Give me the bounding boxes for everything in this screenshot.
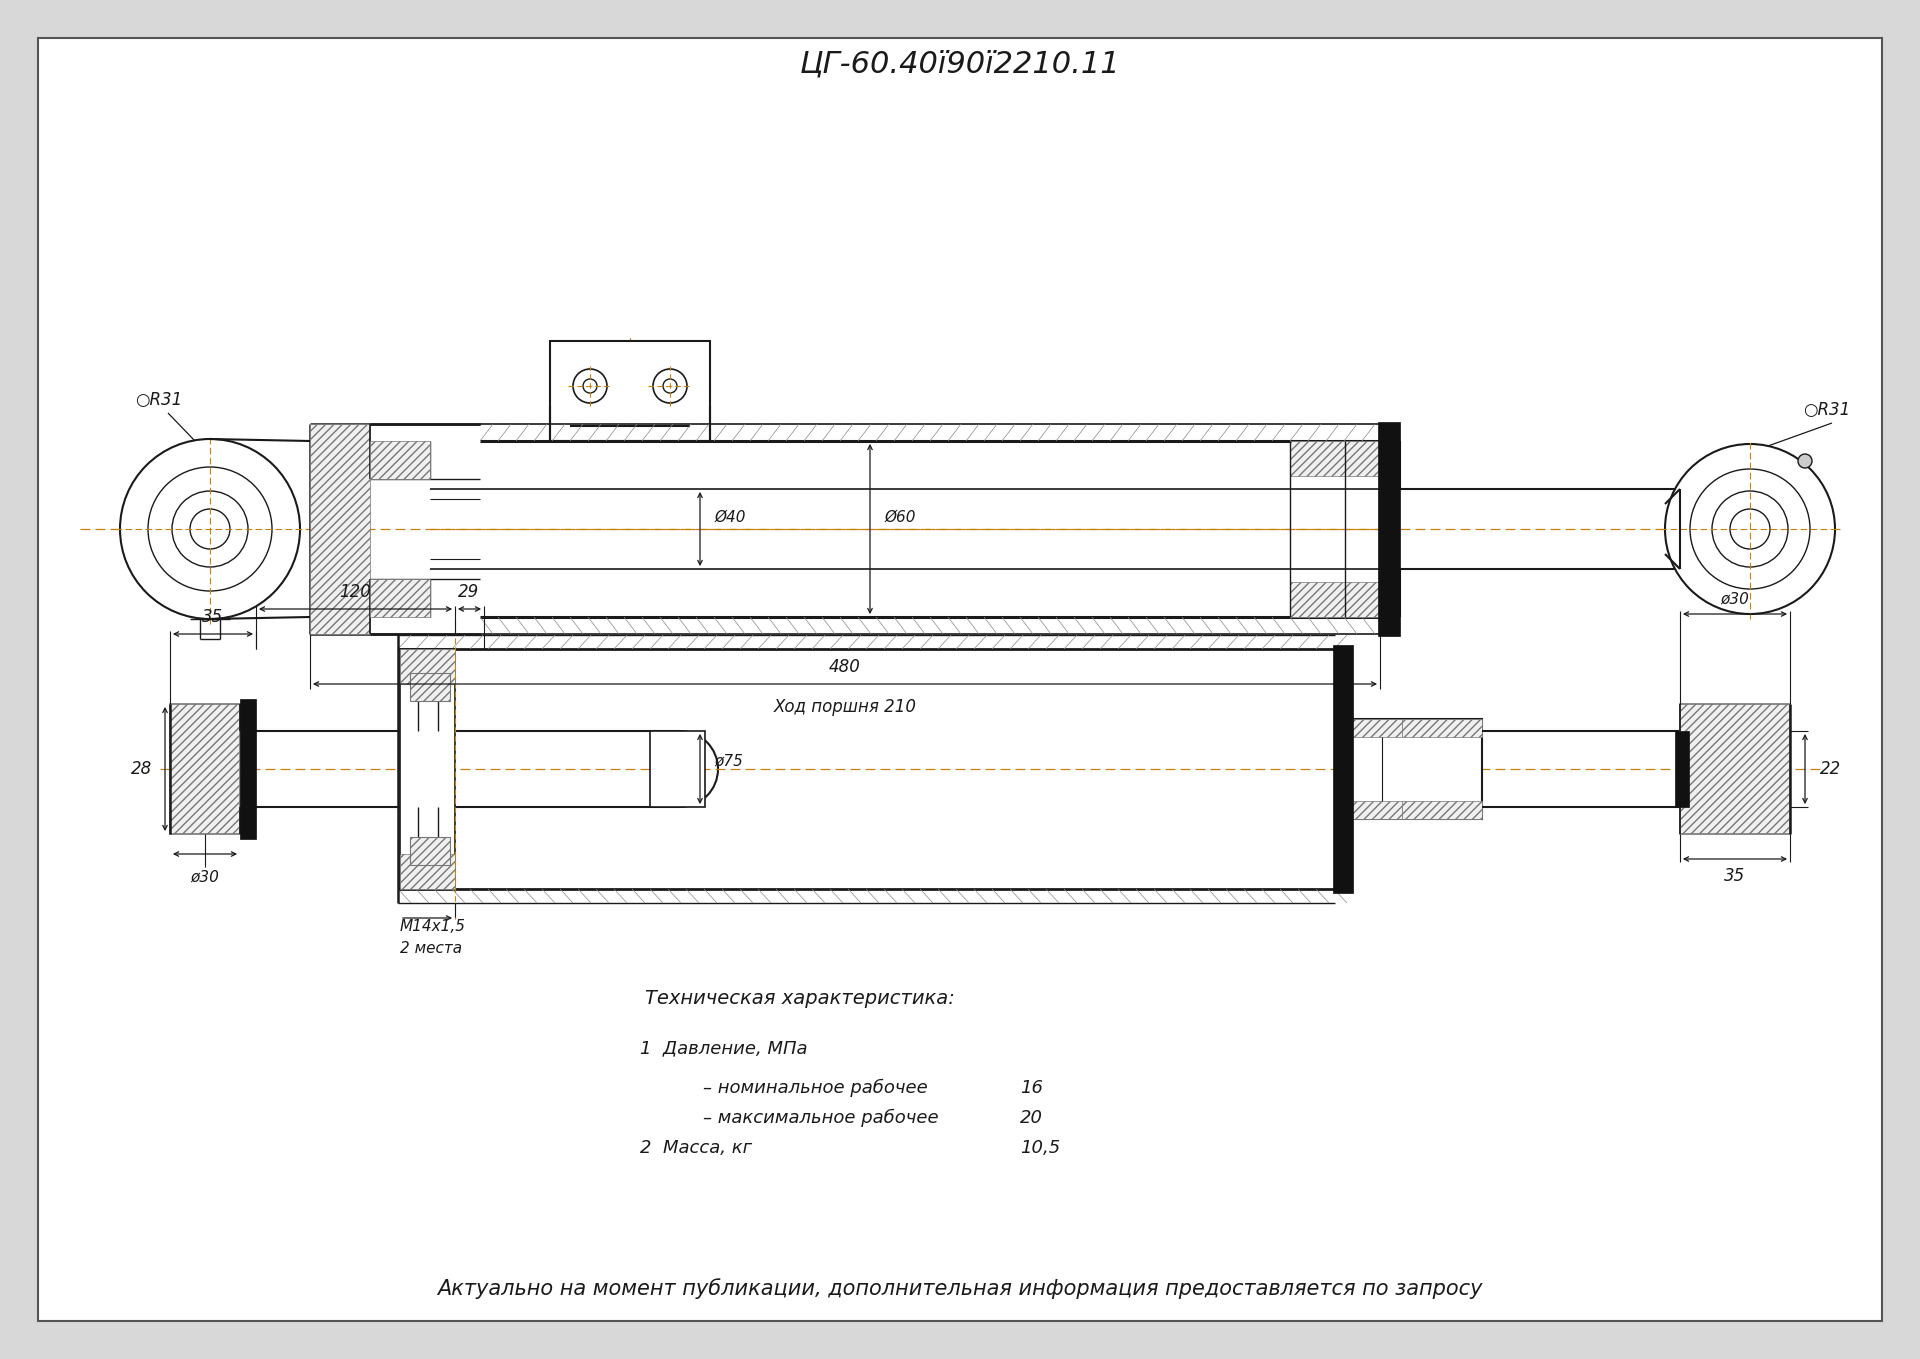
Circle shape [572,370,607,404]
Bar [240,699,255,839]
Circle shape [190,510,230,549]
Bar [1352,800,1402,819]
Bar [171,704,240,834]
Text: ø30: ø30 [1720,591,1749,606]
Text: 29: 29 [459,583,480,601]
Bar [1402,719,1482,737]
Bar [1352,719,1402,737]
Bar [651,731,705,807]
Text: ○R31: ○R31 [134,391,182,409]
Text: ø75: ø75 [714,753,743,768]
Text: 22: 22 [1820,760,1841,777]
Circle shape [584,379,597,393]
Bar [1290,582,1346,617]
Text: Техническая характеристика:: Техническая характеристика: [645,989,954,1008]
Bar [411,837,449,864]
Bar [1680,704,1789,834]
Text: 2 места: 2 места [399,940,463,955]
Text: Ход поршня 210: Ход поршня 210 [774,699,916,716]
Text: 20: 20 [1020,1109,1043,1127]
Text: 2  Масса, кг: 2 Масса, кг [639,1139,753,1157]
Bar [1290,442,1346,476]
Bar [399,853,455,889]
Text: Ø60: Ø60 [885,510,916,525]
Bar [1346,442,1380,476]
Text: Ø40: Ø40 [714,510,747,525]
Text: ○R31: ○R31 [1803,401,1851,419]
Circle shape [662,379,678,393]
Text: M14x1,5: M14x1,5 [399,919,467,934]
Bar [1674,731,1690,807]
Bar [1332,646,1354,893]
Bar [309,424,371,635]
Bar [399,650,455,684]
Text: – максимальное рабочее: – максимальное рабочее [680,1109,939,1127]
Circle shape [1730,510,1770,549]
Text: 480: 480 [829,658,860,675]
Circle shape [1797,454,1812,467]
Bar [1379,423,1400,636]
Text: 1  Давление, МПа: 1 Давление, МПа [639,1040,808,1057]
Bar [549,341,710,442]
Bar [1346,582,1380,617]
Circle shape [653,370,687,404]
Bar [1352,719,1482,819]
Circle shape [1690,469,1811,588]
Circle shape [173,491,248,567]
Bar [371,442,430,478]
Text: 35: 35 [1724,867,1745,885]
Bar [399,650,455,889]
Text: ø30: ø30 [190,868,219,883]
Circle shape [1665,444,1836,614]
Circle shape [119,439,300,618]
Text: ЦГ-60.40ї90ї2210.11: ЦГ-60.40ї90ї2210.11 [801,49,1119,79]
Text: 35: 35 [202,607,223,626]
Text: 16: 16 [1020,1079,1043,1097]
Text: Актуально на момент публикации, дополнительная информация предоставляется по зап: Актуально на момент публикации, дополнит… [438,1279,1482,1299]
Circle shape [1713,491,1788,567]
Text: 10,5: 10,5 [1020,1139,1060,1157]
Text: – номинальное рабочее: – номинальное рабочее [680,1079,927,1097]
Bar [1402,800,1482,819]
Bar [411,673,449,701]
Bar [371,579,430,617]
Text: 28: 28 [131,760,152,777]
Text: 120: 120 [340,583,371,601]
Circle shape [148,467,273,591]
